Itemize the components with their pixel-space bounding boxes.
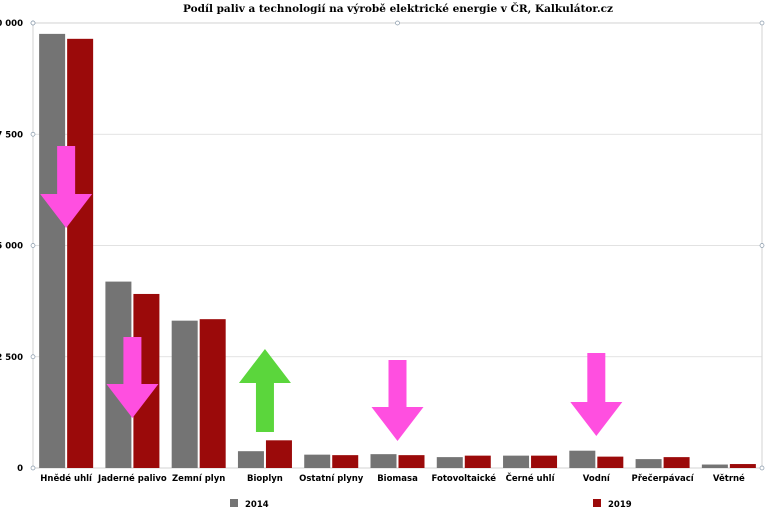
bar-2014 bbox=[436, 457, 463, 468]
category-label: Ostatní plyny bbox=[299, 474, 364, 484]
y-tick-label: 90 000 bbox=[0, 19, 23, 29]
bar-2014 bbox=[569, 450, 596, 468]
axis-handle[interactable] bbox=[30, 354, 36, 360]
legend-swatch bbox=[593, 499, 601, 507]
bar-2014 bbox=[701, 464, 728, 468]
bar-2019 bbox=[531, 455, 558, 468]
bar-2014 bbox=[370, 454, 397, 468]
bar-2014 bbox=[237, 451, 264, 468]
category-label: Černé uhlí bbox=[506, 472, 556, 484]
category-label: Jaderné palivo bbox=[97, 473, 167, 484]
resize-handle[interactable] bbox=[395, 20, 400, 26]
bar-2019 bbox=[67, 38, 94, 468]
resize-handle[interactable] bbox=[759, 465, 765, 471]
category-label: Biomasa bbox=[377, 474, 418, 484]
y-tick-label: 67 500 bbox=[0, 130, 23, 140]
legend-item: 2014 bbox=[230, 499, 269, 510]
axis-handle[interactable] bbox=[30, 465, 36, 471]
category-label: Bioplyn bbox=[247, 474, 283, 484]
chart-title: Podíl paliv a technologií na výrobě elek… bbox=[183, 1, 613, 15]
bar-2019 bbox=[332, 455, 359, 468]
bars bbox=[39, 33, 756, 468]
y-tick-label: 22 500 bbox=[0, 353, 23, 363]
bar-2019 bbox=[663, 457, 690, 468]
legend-swatch bbox=[230, 499, 238, 507]
y-axis: 0 22 500 45 000 67 500 90 000 bbox=[0, 19, 36, 474]
category-label: Zemní plyn bbox=[172, 474, 225, 484]
bar-2019 bbox=[729, 464, 756, 468]
bar-2014 bbox=[635, 459, 662, 468]
bar-2014 bbox=[304, 454, 331, 468]
bar-2019 bbox=[398, 455, 425, 468]
category-label: Přečerpávací bbox=[631, 473, 694, 484]
resize-handle[interactable] bbox=[759, 20, 765, 26]
x-axis: Hnědé uhlí Jaderné palivo Zemní plyn Bioply… bbox=[40, 472, 745, 484]
arrow-down bbox=[570, 353, 623, 436]
category-label: Větrné bbox=[713, 473, 745, 484]
axis-handle[interactable] bbox=[30, 131, 36, 137]
arrow-up bbox=[238, 349, 291, 432]
bar-2014 bbox=[39, 33, 66, 468]
legend-label: 2014 bbox=[245, 500, 269, 510]
bar-2014 bbox=[171, 320, 198, 468]
category-label: Hnědé uhlí bbox=[40, 473, 93, 484]
bar-2019 bbox=[597, 456, 624, 468]
selection-handles[interactable] bbox=[30, 20, 765, 471]
legend-item: 2019 bbox=[593, 499, 632, 510]
arrow-down bbox=[106, 337, 159, 418]
bar-2014 bbox=[503, 455, 530, 468]
bar-2019 bbox=[199, 319, 226, 468]
arrow-down bbox=[371, 360, 424, 441]
category-label: Vodní bbox=[583, 474, 611, 484]
arrow-down bbox=[40, 146, 93, 228]
axis-handle[interactable] bbox=[30, 243, 36, 248]
legend-label: 2019 bbox=[608, 500, 632, 510]
resize-handle[interactable] bbox=[30, 20, 36, 26]
y-tick-label: 45 000 bbox=[0, 242, 23, 252]
bar-2019 bbox=[265, 440, 292, 468]
arrow-annotations bbox=[40, 146, 623, 441]
category-label: Fotovoltaické bbox=[432, 473, 497, 484]
legend: 2014 2019 bbox=[230, 499, 632, 510]
y-tick-label: 0 bbox=[17, 464, 23, 474]
bar-2019 bbox=[464, 455, 491, 468]
resize-handle[interactable] bbox=[759, 243, 765, 248]
